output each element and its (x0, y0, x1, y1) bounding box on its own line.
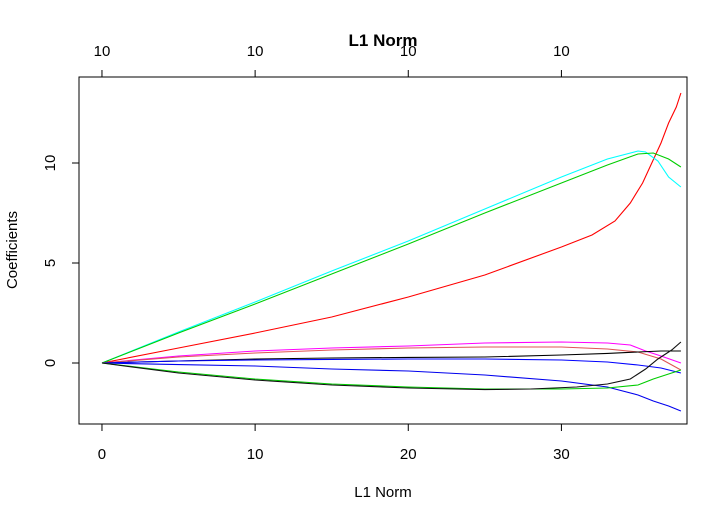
y-tick-label: 0 (42, 359, 59, 367)
x-axis-label: L1 Norm (354, 484, 412, 501)
x-axis-top: 10 10 10 10 (94, 43, 570, 78)
coefficient-path-5 (101, 346, 682, 371)
top-tick-label: 10 (94, 43, 111, 60)
top-tick-label: 10 (247, 43, 264, 60)
x-axis-bottom: 0 10 20 30 (98, 423, 570, 463)
coefficient-paths (101, 92, 682, 412)
coefficient-path-7 (101, 358, 682, 374)
coefficient-path-8 (101, 362, 682, 412)
coefficient-path-2 (101, 150, 682, 364)
chart-title: L1 Norm (349, 31, 418, 50)
x-tick-label: 0 (98, 446, 106, 463)
top-tick-label: 10 (553, 43, 570, 60)
coefficient-path-10 (101, 341, 682, 391)
y-tick-label: 10 (42, 155, 59, 172)
y-tick-label: 5 (42, 259, 59, 267)
coefficient-path-1 (101, 92, 682, 364)
y-axis-label: Coefficients (4, 211, 21, 289)
x-tick-label: 20 (400, 446, 417, 463)
x-tick-label: 10 (247, 446, 264, 463)
y-axis: 0 5 10 (42, 155, 80, 367)
coefficient-path-3 (101, 152, 682, 364)
top-tick-label: 10 (400, 43, 417, 60)
coefficient-path-6 (101, 350, 681, 364)
x-tick-label: 30 (553, 446, 570, 463)
coefficient-path-4 (101, 341, 682, 364)
